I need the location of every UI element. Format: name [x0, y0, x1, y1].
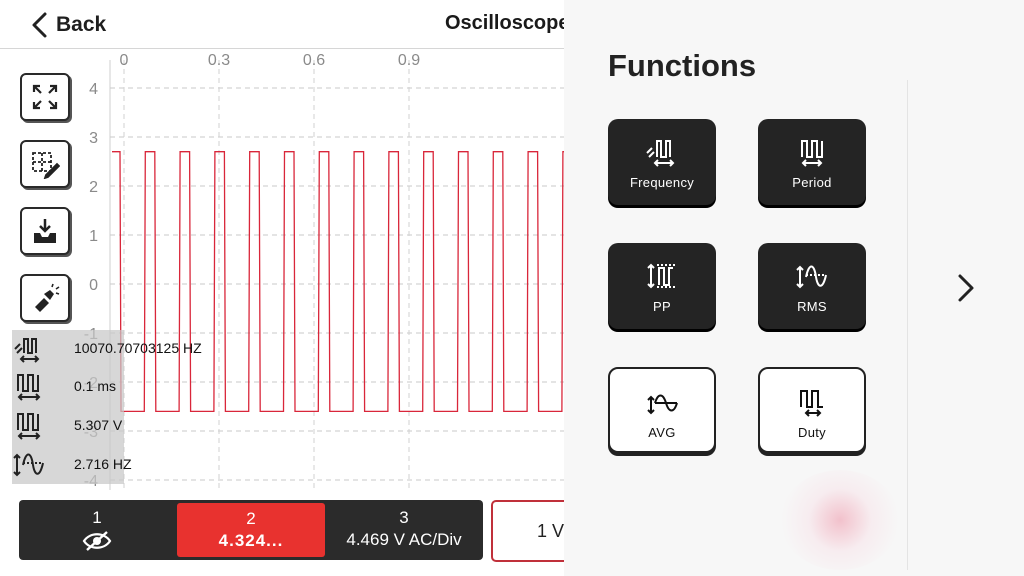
flashlight-icon — [35, 283, 60, 312]
period-icon — [17, 374, 41, 401]
top-bar: Back Oscilloscope — [0, 0, 564, 49]
readout-value: 0.1 ms — [74, 378, 117, 394]
select-edit-icon — [32, 152, 60, 179]
fullscreen-icon — [32, 84, 58, 110]
panel-divider — [907, 80, 908, 570]
flashlight-button[interactable] — [20, 274, 70, 322]
readout-rms: 2.716 HZ — [12, 445, 132, 483]
function-duty-button[interactable]: Duty — [758, 367, 866, 453]
readout-voltage: 5.307 V — [12, 406, 122, 444]
function-pp-button[interactable]: PP — [608, 243, 716, 329]
avg-icon — [647, 394, 678, 415]
y-tick-label: 4 — [89, 81, 98, 98]
channel-number: 2 — [246, 509, 256, 528]
function-period-button[interactable]: Period — [758, 119, 866, 205]
peak-peak-icon — [647, 263, 675, 289]
y-tick-label: 2 — [89, 179, 98, 196]
channel-scale: 4.469 V AC/Div — [346, 530, 462, 549]
functions-title: Functions — [608, 48, 757, 83]
back-button[interactable]: Back — [30, 10, 106, 40]
channel-2-tab[interactable]: 2 4.324... — [177, 503, 325, 557]
eye-off-icon — [82, 531, 112, 551]
period-icon — [17, 413, 41, 440]
x-tick-label: 0.3 — [208, 52, 230, 69]
readout-value: 2.716 HZ — [74, 456, 132, 472]
touch-highlight — [780, 470, 900, 570]
x-tick-label: 0.6 — [303, 52, 325, 69]
channel-scale: 4.324... — [218, 531, 284, 550]
x-tick-label: 0.9 — [398, 52, 420, 69]
signal-trace — [112, 151, 564, 413]
function-label: Period — [792, 175, 832, 190]
y-tick-label: 0 — [89, 277, 98, 294]
function-rms-button[interactable]: RMS — [758, 243, 866, 329]
volt-scale-label: 1 V — [537, 521, 565, 541]
rms-icon — [796, 265, 827, 289]
readout-frequency: 10070.70703125 HZ — [12, 329, 202, 367]
y-tick-label: 1 — [89, 228, 98, 245]
chevron-right-icon[interactable] — [950, 270, 982, 306]
rms-icon — [13, 453, 44, 477]
frequency-icon — [646, 140, 675, 167]
function-label: Duty — [798, 425, 826, 440]
channel-1-tab[interactable]: 1 — [47, 500, 147, 560]
function-avg-button[interactable]: AVG — [608, 367, 716, 453]
x-tick-label: 0 — [120, 52, 129, 69]
chevron-left-icon — [32, 12, 47, 38]
y-tick-label: 3 — [89, 130, 98, 147]
channel-number: 1 — [92, 508, 102, 527]
back-label: Back — [56, 13, 107, 36]
function-frequency-button[interactable]: Frequency — [608, 119, 716, 205]
channel-bar: 1 3 4.469 V AC/Div 2 4.324... — [19, 500, 483, 560]
fullscreen-button[interactable] — [20, 73, 70, 121]
function-label: RMS — [797, 299, 827, 314]
function-label: AVG — [648, 425, 676, 440]
readout-value: 5.307 V — [74, 417, 123, 433]
channel-number: 3 — [399, 508, 409, 527]
page-title: Oscilloscope — [445, 12, 564, 34]
duty-icon — [800, 390, 823, 417]
function-label: PP — [653, 299, 671, 314]
readout-value: 10070.70703125 HZ — [74, 340, 202, 356]
channel-3-tab[interactable]: 3 4.469 V AC/Div — [319, 500, 483, 560]
readout-period: 0.1 ms — [12, 367, 116, 405]
period-icon — [801, 140, 823, 167]
function-label: Frequency — [629, 175, 695, 190]
select-edit-button[interactable] — [20, 140, 70, 188]
download-icon — [34, 219, 56, 243]
frequency-icon — [14, 338, 40, 363]
download-button[interactable] — [20, 207, 70, 255]
